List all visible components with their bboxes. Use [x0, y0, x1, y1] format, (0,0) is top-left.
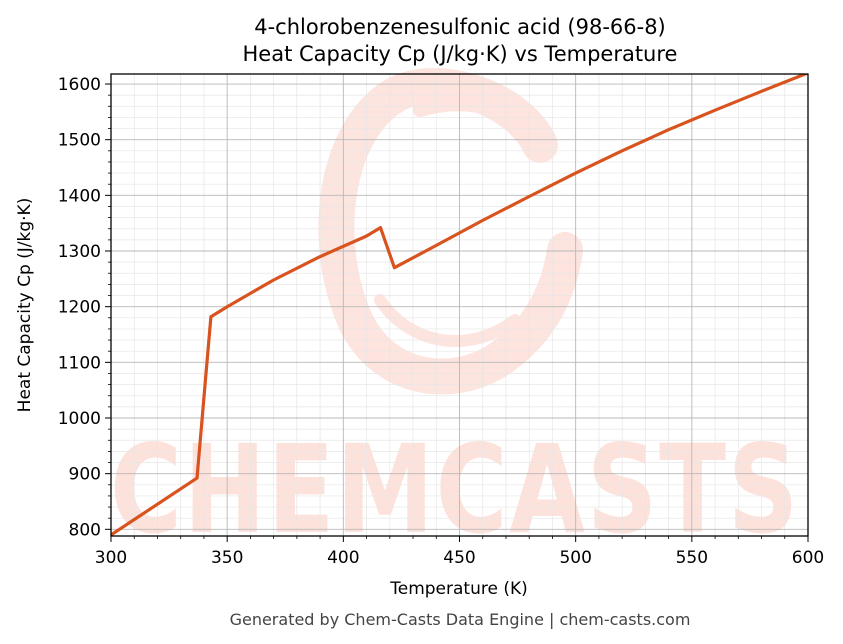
x-tick-label: 400 [327, 548, 359, 568]
x-axis-label: Temperature (K) [389, 579, 528, 599]
x-tick-label: 550 [676, 548, 708, 568]
y-tick-label: 800 [69, 520, 101, 540]
watermark-swirl-logo [318, 68, 583, 395]
axis-ticks [105, 83, 809, 542]
grid [110, 74, 809, 536]
y-tick-label: 1300 [58, 242, 101, 262]
y-tick-label: 1200 [58, 298, 101, 318]
x-tick-label: 300 [95, 548, 127, 568]
watermark: CHEMCASTS [110, 68, 800, 561]
footer-credit: Generated by Chem-Casts Data Engine | ch… [230, 610, 691, 629]
chart-title-line1: 4-chlorobenzenesulfonic acid (98-66-8) [254, 15, 666, 39]
x-tick-label: 350 [211, 548, 243, 568]
x-tick-label: 600 [792, 548, 824, 568]
watermark-text: CHEMCASTS [110, 419, 800, 561]
y-tick-label: 1500 [58, 131, 101, 151]
series-line [111, 74, 808, 536]
chart-title-line2: Heat Capacity Cp (J/kg·K) vs Temperature [243, 42, 678, 66]
y-tick-label: 1400 [58, 186, 101, 206]
y-tick-label: 1600 [58, 75, 101, 95]
plot-area [111, 74, 808, 536]
tick-labels: 300 350 400 450 500 550 600 800 900 1000 1100 1200 1… [58, 75, 824, 568]
y-tick-label: 1000 [58, 409, 101, 429]
y-axis-label: Heat Capacity Cp (J/kg·K) [15, 198, 35, 413]
x-tick-label: 500 [559, 548, 591, 568]
y-tick-label: 900 [69, 465, 101, 485]
y-tick-label: 1100 [58, 353, 101, 373]
x-tick-label: 450 [443, 548, 475, 568]
